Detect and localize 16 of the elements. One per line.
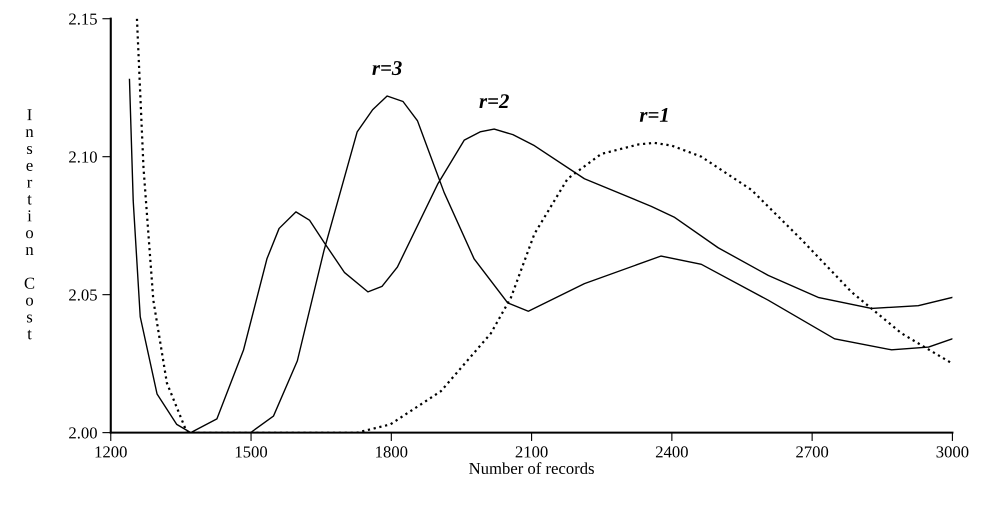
y-tick-label: 2.15 xyxy=(69,13,97,25)
series-label: r=1 xyxy=(640,108,668,122)
series-label: r=3 xyxy=(372,61,402,76)
x-tick-label: 2100 xyxy=(516,446,548,458)
x-axis-title: Number of records xyxy=(469,462,594,474)
x-tick-label: 1800 xyxy=(376,446,408,458)
x-tick-label: 2400 xyxy=(656,446,688,458)
text: Insertion Cost xyxy=(24,109,34,340)
y-tick-label: 2.10 xyxy=(69,151,97,163)
x-tick-label: 3000 xyxy=(936,446,968,458)
y-tick-label: 2.00 xyxy=(69,427,97,439)
series-label: r=2 xyxy=(479,94,509,108)
x-tick-label: 1200 xyxy=(96,446,127,458)
x-tick-label: 2700 xyxy=(796,446,828,458)
y-tick-label: 2.05 xyxy=(69,289,97,301)
x-tick-label: 1500 xyxy=(236,446,268,458)
